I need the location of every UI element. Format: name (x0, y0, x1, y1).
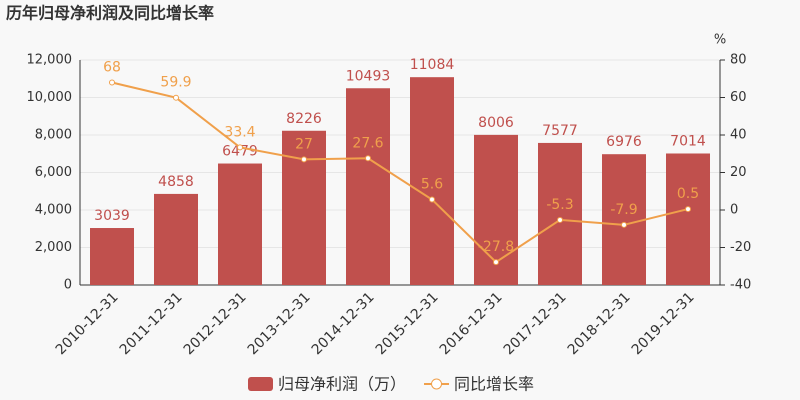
y-tick-label: 8,000 (35, 128, 72, 143)
bar-value-label: 4858 (158, 174, 194, 190)
legend-swatch[interactable] (248, 377, 273, 391)
y-tick-label: 4,000 (35, 203, 72, 218)
line-point (237, 144, 243, 151)
line-point (429, 196, 435, 203)
line-value-label: 5.6 (421, 177, 443, 193)
y2-tick-label: -20 (730, 240, 751, 255)
y2-tick-label: 60 (730, 90, 747, 105)
line-point (685, 206, 691, 213)
y2-tick-label: 80 (730, 53, 747, 68)
y-tick-label: 6,000 (35, 165, 72, 180)
x-tick-label: 2013-12-31 (245, 289, 314, 358)
y2-tick-label: -40 (730, 278, 751, 293)
y-tick-label: 0 (64, 278, 72, 293)
x-tick-label: 2016-12-31 (437, 289, 506, 358)
y2-tick-label: 40 (730, 128, 747, 143)
chart-title: 历年归母净利润及同比增长率 (6, 4, 214, 23)
line-point (173, 94, 179, 101)
bar-value-label: 8226 (286, 111, 322, 127)
legend-swatch-point[interactable] (431, 378, 443, 390)
legend-label[interactable]: 归母净利润（万） (278, 375, 406, 394)
bar (90, 228, 134, 285)
x-tick-label: 2019-12-31 (629, 289, 698, 358)
line-value-label: 27 (295, 136, 313, 152)
line-point (109, 79, 115, 86)
line-value-label: -7.9 (610, 202, 637, 218)
line (111, 81, 689, 264)
line-value-label: 27.6 (352, 135, 383, 151)
line-point (301, 156, 307, 163)
line-point (621, 221, 627, 228)
line-value-label: 59.9 (160, 75, 191, 91)
bar (282, 130, 326, 285)
x-tick-label: 2018-12-31 (565, 289, 634, 358)
line-value-label: 33.4 (224, 124, 255, 140)
x-tick-label: 2015-12-31 (373, 289, 442, 358)
y-tick-label: 12,000 (27, 53, 73, 68)
line-value-label: -27.8 (478, 239, 514, 255)
x-tick-label: 2012-12-31 (181, 289, 250, 358)
bar (666, 153, 710, 285)
bar (346, 88, 390, 285)
bar (410, 77, 454, 285)
y-tick-label: 10,000 (27, 90, 73, 105)
bar-value-label: 3039 (94, 208, 130, 224)
bar (154, 193, 198, 285)
line-value-label: -5.3 (546, 197, 573, 213)
bar (538, 142, 582, 285)
bar-value-label: 11084 (410, 57, 455, 73)
bar-value-label: 7577 (542, 123, 578, 139)
bar-value-label: 10493 (346, 68, 391, 84)
x-tick-label: 2017-12-31 (501, 289, 570, 358)
x-tick-label: 2014-12-31 (309, 289, 378, 358)
line-point (493, 259, 499, 266)
y-tick-label: 2,000 (35, 240, 72, 255)
x-tick-label: 2010-12-31 (53, 289, 122, 358)
line-value-label: 0.5 (677, 186, 699, 202)
bar-value-label: 8006 (478, 115, 514, 131)
bar (602, 154, 646, 285)
bar (218, 163, 262, 285)
bar-value-label: 7014 (670, 133, 706, 149)
x-tick-label: 2011-12-31 (117, 289, 186, 358)
y2-tick-label: 0 (730, 203, 738, 218)
y2-tick-label: 20 (730, 165, 747, 180)
bar-value-label: 6479 (222, 144, 258, 160)
line-value-label: 68 (103, 60, 121, 76)
line-point (557, 216, 563, 223)
y2-axis-label: % (714, 33, 726, 48)
bar-value-label: 6976 (606, 134, 642, 150)
legend-label[interactable]: 同比增长率 (454, 375, 534, 394)
line-point (365, 155, 371, 162)
